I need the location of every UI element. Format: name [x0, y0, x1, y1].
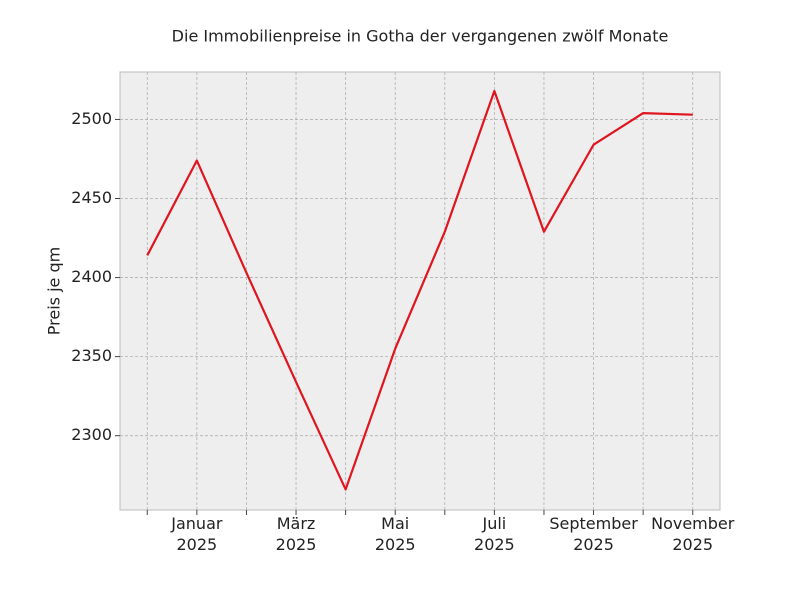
x-tick-label: Januar 2025	[171, 514, 223, 554]
x-tick-label: Juli 2025	[474, 514, 515, 554]
y-tick-label: 2300	[71, 425, 112, 444]
y-axis-label: Preis je qm	[45, 247, 64, 335]
line	[146, 89, 693, 491]
x-tick-label: März 2025	[275, 514, 317, 554]
y-tick-label: 2500	[71, 109, 112, 128]
y-tick-label: 2450	[71, 188, 112, 207]
y-tick-label: 2350	[71, 346, 112, 365]
x-tick-label: November 2025	[651, 514, 735, 554]
x-tick-label: September 2025	[549, 514, 638, 554]
x-tick-label: Mai 2025	[374, 514, 416, 554]
chart-title: Die Immobilienpreise in Gotha der vergan…	[172, 27, 669, 46]
y-tick-label: 2400	[71, 267, 112, 286]
